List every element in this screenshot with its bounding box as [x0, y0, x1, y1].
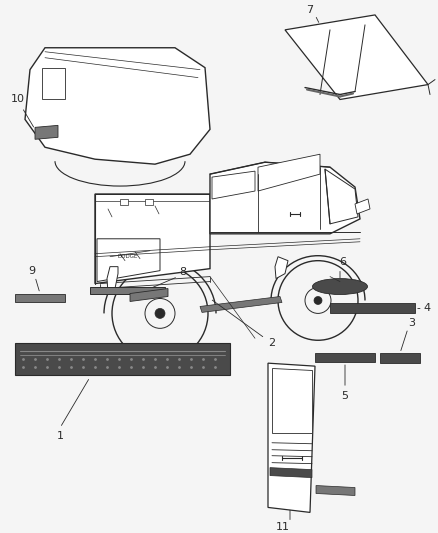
Polygon shape — [15, 294, 65, 302]
Text: 5: 5 — [342, 391, 349, 401]
Text: 10: 10 — [11, 94, 25, 104]
Polygon shape — [270, 467, 312, 478]
Polygon shape — [15, 343, 230, 375]
Polygon shape — [120, 199, 128, 205]
Polygon shape — [212, 171, 255, 199]
Polygon shape — [272, 368, 312, 433]
Text: 8: 8 — [180, 266, 187, 277]
Text: 3: 3 — [409, 318, 416, 328]
Circle shape — [314, 296, 322, 304]
Polygon shape — [97, 239, 160, 281]
Text: 4: 4 — [424, 303, 431, 313]
Polygon shape — [35, 125, 58, 139]
Polygon shape — [355, 199, 370, 214]
Polygon shape — [210, 162, 360, 234]
Polygon shape — [95, 194, 210, 284]
Polygon shape — [316, 486, 355, 496]
Polygon shape — [268, 363, 315, 512]
Polygon shape — [25, 48, 210, 164]
Polygon shape — [107, 266, 118, 294]
Polygon shape — [325, 169, 358, 224]
Text: 9: 9 — [28, 265, 35, 276]
Ellipse shape — [312, 279, 367, 295]
Polygon shape — [258, 154, 320, 191]
Text: 7: 7 — [307, 5, 314, 15]
Text: DODGE: DODGE — [118, 254, 138, 259]
Polygon shape — [275, 257, 288, 279]
Polygon shape — [380, 353, 420, 363]
Polygon shape — [315, 353, 375, 362]
Polygon shape — [200, 296, 282, 312]
Text: 2: 2 — [268, 338, 276, 348]
Circle shape — [155, 309, 165, 318]
Polygon shape — [90, 287, 165, 294]
Text: 6: 6 — [339, 257, 346, 266]
Polygon shape — [42, 68, 65, 100]
Polygon shape — [285, 15, 428, 100]
Polygon shape — [330, 303, 415, 313]
Text: 11: 11 — [276, 522, 290, 532]
Polygon shape — [145, 199, 153, 205]
Text: 1: 1 — [57, 431, 64, 441]
Polygon shape — [130, 288, 168, 302]
